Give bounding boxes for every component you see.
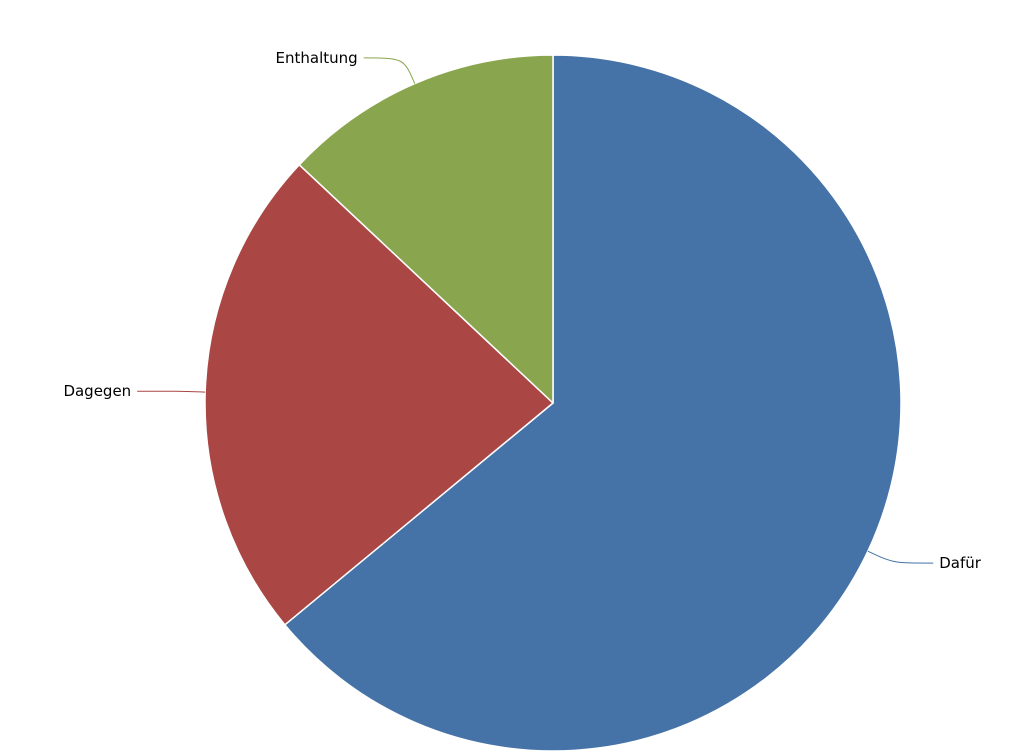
label-leader-lines xyxy=(137,57,934,564)
slice-labels: Dafür Dagegen Enthaltung xyxy=(63,49,981,572)
pie-slice-dafuer[interactable] xyxy=(284,54,902,752)
leader-line-dagegen xyxy=(137,390,206,393)
slice-label-dafuer: Dafür xyxy=(939,554,982,572)
slice-label-enthaltung: Enthaltung xyxy=(276,49,358,67)
pie-slice-enthaltung[interactable] xyxy=(298,54,554,404)
slice-label-dagegen: Dagegen xyxy=(63,382,131,400)
leader-line-dafuer xyxy=(867,550,934,564)
pie-slices xyxy=(204,54,902,752)
pie-slice-dagegen[interactable] xyxy=(204,164,554,626)
leader-line-enthaltung xyxy=(363,57,416,84)
